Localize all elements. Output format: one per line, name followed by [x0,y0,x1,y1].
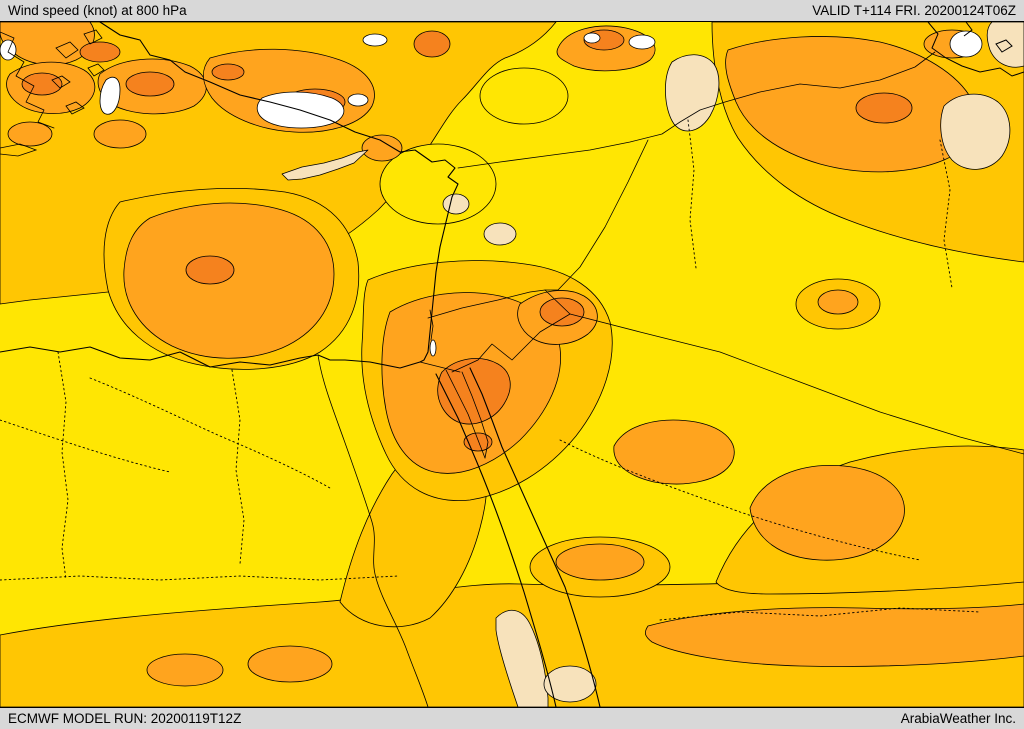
nile-river [317,354,429,707]
syria-jordan-border [427,289,571,319]
jordan-valley-line [429,309,434,341]
map-title: Wind speed (knot) at 800 hPa [8,3,187,18]
geography-layer [0,22,1024,707]
red-sea-coasts [435,367,601,707]
yellow-hole-regions [379,67,569,225]
model-run-label: ECMWF MODEL RUN: 20200119T12Z [8,711,242,726]
aegean-islands [0,29,105,157]
aegean-coast [0,31,55,129]
attribution-label: ArabiaWeather Inc. [900,711,1016,726]
dotted-boundaries [0,119,981,621]
caspian-coast [927,22,1024,77]
jordan-saudi-border [451,313,571,373]
valid-time-label: VALID T+114 FRI. 20200124T06Z [812,3,1016,18]
mediterranean-coastline [0,22,459,369]
turkey-border [457,51,936,169]
syria-iraq-border [544,139,649,291]
footer-bar: ECMWF MODEL RUN: 20200119T12Z ArabiaWeat… [0,707,1024,729]
egypt-israel-border [419,361,461,373]
turkey-lakes [362,32,656,50]
cream-low-band-regions [442,22,1024,707]
iraq-saudi-border [569,313,1024,455]
cyprus-island [281,149,369,181]
contour-fill-layer [0,22,1024,707]
dead-sea [429,339,437,357]
wind-speed-map [0,22,1024,707]
country-borders [419,51,1024,455]
map-area [0,22,1024,707]
header-bar: Wind speed (knot) at 800 hPa VALID T+114… [0,0,1024,22]
